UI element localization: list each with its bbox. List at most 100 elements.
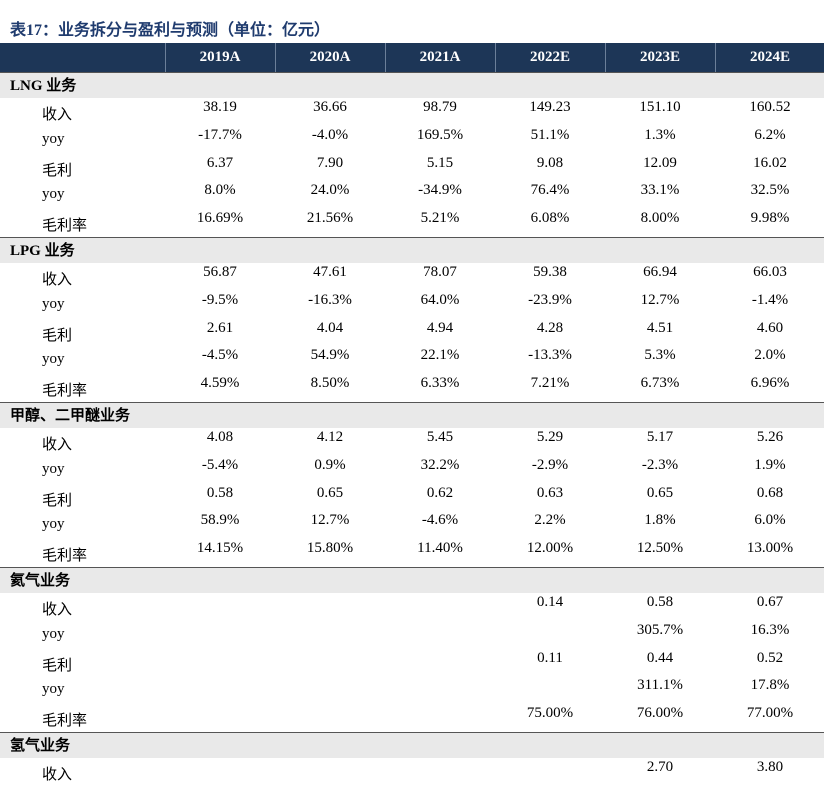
cell-value: 1.3%: [644, 126, 676, 143]
section-header: LPG 业务: [0, 237, 824, 263]
column-header: 2024E: [749, 49, 790, 65]
cell-value: 6.08%: [530, 210, 570, 227]
section-header: LNG 业务: [0, 72, 824, 98]
cell-value: 4.12: [316, 429, 344, 445]
column-header: 2023E: [639, 49, 680, 65]
cell-value: 75.00%: [526, 705, 574, 722]
cell-value: 4.04: [316, 319, 344, 336]
section-header: 甲醇、二甲醚业务: [0, 402, 824, 428]
cell-value: 77.00%: [746, 705, 794, 722]
cell-value: 2.2%: [534, 512, 566, 529]
cell-value: -1.4%: [751, 291, 789, 308]
cell-value: 1.8%: [644, 512, 676, 529]
cell-value: -34.9%: [418, 182, 462, 199]
row-label: 毛利: [42, 327, 73, 344]
row-label: 毛利率: [42, 713, 88, 730]
cell-value: 6.33%: [420, 375, 460, 392]
cell-value: 3.80: [756, 759, 784, 775]
row-label: 毛利: [42, 492, 73, 509]
header-row: 2019A 2020A 2021A 2022E 2023E 2024E: [0, 43, 824, 72]
cell-value: 16.02: [753, 154, 787, 171]
section-name: LPG 业务: [10, 243, 75, 259]
column-divider: [165, 43, 166, 72]
cell-value: 16.3%: [750, 621, 790, 638]
cell-value: 4.94: [426, 319, 454, 336]
cell-value: 149.23: [529, 99, 571, 115]
cell-value: 64.0%: [420, 291, 460, 308]
cell-value: 36.66: [313, 99, 347, 115]
cell-value: 4.08: [206, 429, 234, 445]
cell-value: 0.9%: [314, 456, 346, 473]
cell-value: -5.4%: [201, 456, 239, 473]
column-divider: [275, 43, 276, 72]
cell-value: 5.3%: [644, 347, 676, 364]
cell-value: 0.44: [646, 649, 674, 666]
row-label: yoy: [42, 625, 65, 642]
cell-value: 305.7%: [636, 621, 684, 638]
cell-value: 0.63: [536, 484, 564, 501]
cell-value: 54.9%: [310, 347, 350, 364]
cell-value: 66.03: [753, 264, 787, 280]
cell-value: 2.0%: [754, 347, 786, 364]
cell-value: 15.80%: [306, 540, 354, 557]
row-label: yoy: [42, 186, 65, 203]
cell-value: 0.58: [646, 594, 674, 610]
cell-value: 58.9%: [200, 512, 240, 529]
cell-value: 12.50%: [636, 540, 684, 557]
cell-value: 33.1%: [640, 182, 680, 199]
cell-value: 0.65: [646, 484, 674, 501]
cell-value: 6.73%: [640, 375, 680, 392]
column-header: 2020A: [309, 49, 351, 65]
cell-value: -13.3%: [528, 347, 572, 364]
cell-value: 151.10: [639, 99, 681, 115]
cell-value: 5.29: [536, 429, 564, 445]
cell-value: 14.15%: [196, 540, 244, 557]
section-name: 甲醇、二甲醚业务: [10, 408, 131, 424]
row-label: yoy: [42, 516, 65, 533]
cell-value: 11.40%: [417, 540, 463, 557]
cell-value: -23.9%: [528, 291, 572, 308]
cell-value: 6.0%: [754, 512, 786, 529]
cell-value: -2.3%: [641, 456, 679, 473]
row-label: 毛利率: [42, 383, 88, 400]
cell-value: 22.1%: [420, 347, 460, 364]
cell-value: 5.17: [646, 429, 674, 445]
cell-value: -9.5%: [201, 291, 239, 308]
section-header: 氢气业务: [0, 732, 824, 758]
row-label: yoy: [42, 460, 65, 477]
section-name: 氦气业务: [10, 573, 71, 589]
column-divider: [385, 43, 386, 72]
row-label: yoy: [42, 351, 65, 368]
cell-value: 56.87: [203, 264, 237, 280]
row-label: 收入: [42, 107, 73, 123]
cell-value: 2.61: [206, 319, 234, 336]
cell-value: 4.28: [536, 319, 564, 336]
cell-value: 0.11: [537, 649, 563, 666]
cell-value: 13.00%: [746, 540, 794, 557]
row-label: 收入: [42, 272, 73, 288]
cell-value: -4.6%: [421, 512, 459, 529]
cell-value: 76.4%: [530, 182, 570, 199]
column-header: 2019A: [199, 49, 241, 65]
row-label: 收入: [42, 602, 73, 618]
cell-value: 9.98%: [750, 210, 790, 227]
cell-value: 6.37: [206, 154, 234, 171]
cell-value: 12.09: [643, 154, 677, 171]
cell-value: 4.51: [646, 319, 674, 336]
cell-value: 2.70: [646, 759, 674, 775]
cell-value: 0.67: [756, 594, 784, 610]
cell-value: 9.08: [536, 154, 564, 171]
cell-value: 38.19: [203, 99, 237, 115]
cell-value: 0.14: [536, 594, 564, 610]
cell-value: 66.94: [643, 264, 677, 280]
cell-value: 8.00%: [640, 210, 680, 227]
section-header: 氦气业务: [0, 567, 824, 593]
cell-value: 21.56%: [306, 210, 354, 227]
cell-value: 8.0%: [204, 182, 236, 199]
cell-value: 169.5%: [416, 126, 464, 143]
cell-value: 78.07: [423, 264, 457, 280]
row-label: 毛利率: [42, 218, 88, 235]
cell-value: 12.00%: [526, 540, 574, 557]
cell-value: 32.5%: [750, 182, 790, 199]
